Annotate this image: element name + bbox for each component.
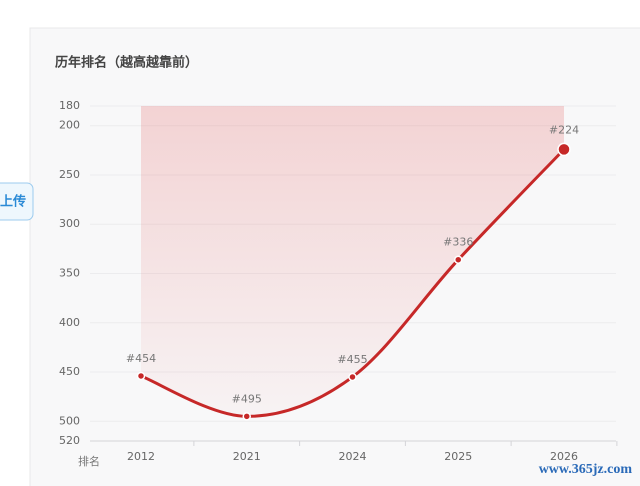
y-tick-label: 200 bbox=[59, 119, 80, 132]
button-label[interactable]: 上传 bbox=[0, 194, 26, 210]
line bbox=[140, 148, 566, 418]
y-tick-label: 520 bbox=[59, 434, 80, 447]
y-tick-label: 500 bbox=[59, 414, 80, 427]
data-label: #336 bbox=[443, 236, 473, 249]
point bbox=[557, 142, 571, 157]
data-label: #495 bbox=[232, 392, 262, 405]
data-label: #224 bbox=[549, 123, 579, 136]
data-label: #454 bbox=[126, 352, 156, 365]
y-tick-label: 450 bbox=[59, 365, 80, 378]
x-tick-label: 2024 bbox=[339, 450, 367, 463]
x-tick-label: 2026 bbox=[550, 450, 578, 463]
point bbox=[454, 255, 463, 264]
y-tick-label: 180 bbox=[59, 99, 80, 112]
x-tick-label: 2021 bbox=[233, 450, 261, 463]
y-tick-label: 250 bbox=[59, 168, 80, 181]
area bbox=[141, 106, 564, 417]
y-tick-label: 350 bbox=[59, 267, 80, 280]
watermark: www.365jz.com bbox=[539, 462, 633, 477]
y-tick-label: 400 bbox=[59, 316, 80, 329]
y-axis-label: 排名 bbox=[78, 454, 100, 468]
x-tick-label: 2012 bbox=[127, 450, 155, 463]
y-tick-label: 300 bbox=[59, 217, 80, 230]
upload-button[interactable]: 上传 bbox=[0, 182, 34, 221]
data-label: #455 bbox=[337, 353, 367, 366]
chart-title: 历年排名（越高越靠前） bbox=[55, 55, 198, 71]
button-bg[interactable] bbox=[0, 182, 34, 221]
point bbox=[348, 372, 357, 382]
point bbox=[242, 412, 251, 421]
point bbox=[136, 371, 146, 381]
x-tick-label: 2025 bbox=[444, 450, 472, 463]
